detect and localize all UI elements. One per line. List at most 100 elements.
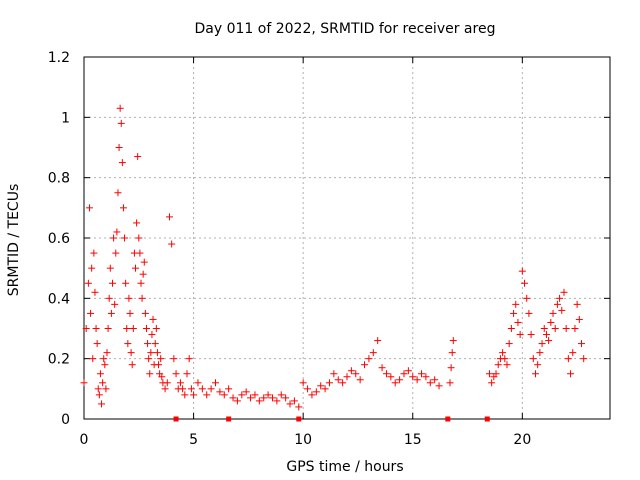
data-point [525, 309, 533, 317]
x-axis-label: GPS time / hours [286, 459, 403, 475]
data-point [168, 240, 176, 248]
data-point [207, 385, 215, 393]
data-point [129, 325, 137, 332]
data-point [512, 300, 520, 308]
data-point [317, 382, 325, 390]
data-point [534, 361, 542, 369]
data-point [147, 349, 155, 357]
data-point [435, 382, 443, 390]
data-point [413, 376, 421, 384]
data-point [233, 397, 241, 405]
data-point [149, 315, 157, 323]
data-point [92, 325, 100, 332]
data-point [418, 370, 426, 378]
data-point [521, 279, 529, 287]
data-point [80, 379, 88, 387]
data-point [99, 379, 107, 387]
data-point [378, 364, 386, 372]
data-point [567, 370, 575, 378]
data-point [136, 249, 144, 257]
data-point [145, 355, 153, 363]
data-point [547, 318, 555, 326]
data-point [98, 400, 106, 408]
data-point [330, 370, 338, 378]
data-point [369, 349, 377, 357]
data-point [431, 376, 439, 384]
data-point [146, 370, 154, 378]
data-point [556, 294, 564, 302]
data-point [448, 349, 456, 357]
y-tick-label: 1 [61, 110, 70, 126]
data-point [545, 337, 553, 345]
x-axis-ticks: 0 5 10 15 20 [80, 57, 531, 448]
data-point [110, 234, 118, 242]
data-point [540, 325, 548, 332]
x-tick-label: 10 [294, 432, 312, 448]
data-point [242, 388, 250, 396]
data-point [449, 337, 457, 345]
data-point [170, 355, 178, 363]
data-point [116, 104, 124, 112]
data-point [575, 315, 583, 323]
data-point [264, 391, 272, 399]
data-point [123, 325, 131, 332]
data-point [89, 355, 97, 363]
data-point [137, 279, 145, 287]
y-tick-label: 0.8 [48, 171, 70, 187]
data-point [108, 279, 116, 287]
data-point [578, 340, 586, 348]
data-point [334, 376, 342, 384]
data-point [144, 340, 152, 348]
data-point [558, 306, 566, 314]
data-point [151, 340, 159, 348]
data-point [308, 391, 316, 399]
data-point [185, 355, 193, 363]
data-point [536, 349, 544, 357]
data-point [485, 370, 493, 378]
gap-marker [484, 416, 490, 422]
data-point [122, 279, 130, 287]
data-point [488, 379, 496, 387]
data-point [492, 370, 500, 378]
data-point [529, 355, 537, 363]
data-point [549, 309, 557, 317]
data-point [447, 364, 455, 372]
data-point [187, 385, 195, 393]
data-point [216, 388, 224, 396]
data-point [391, 379, 399, 387]
data-point [103, 349, 111, 357]
data-point [124, 340, 132, 348]
data-points [80, 104, 588, 411]
data-point [229, 394, 237, 402]
data-point [538, 340, 546, 348]
data-point [562, 325, 570, 332]
data-point [325, 379, 333, 387]
y-tick-label: 0.6 [48, 231, 70, 247]
data-point [553, 300, 561, 308]
data-point [176, 379, 184, 387]
data-point [255, 397, 263, 405]
data-point [299, 379, 307, 387]
y-tick-label: 1.2 [48, 50, 70, 66]
data-point [87, 309, 95, 317]
data-point [118, 159, 126, 167]
data-point [212, 379, 219, 387]
data-point [82, 325, 90, 332]
data-point [396, 376, 404, 384]
data-point [286, 400, 294, 408]
data-point [361, 361, 369, 369]
data-point [115, 144, 123, 151]
data-point [312, 388, 320, 396]
gap-marker [226, 416, 232, 422]
y-tick-label: 0.2 [48, 352, 70, 368]
data-point [374, 337, 382, 345]
data-point [505, 340, 513, 348]
data-point [571, 325, 579, 332]
plot-frame [83, 56, 611, 420]
data-point [139, 270, 147, 278]
y-tick-label: 0.4 [48, 291, 70, 307]
data-point [365, 355, 373, 363]
data-point [155, 361, 163, 369]
data-point [91, 288, 99, 296]
data-point [507, 325, 515, 332]
